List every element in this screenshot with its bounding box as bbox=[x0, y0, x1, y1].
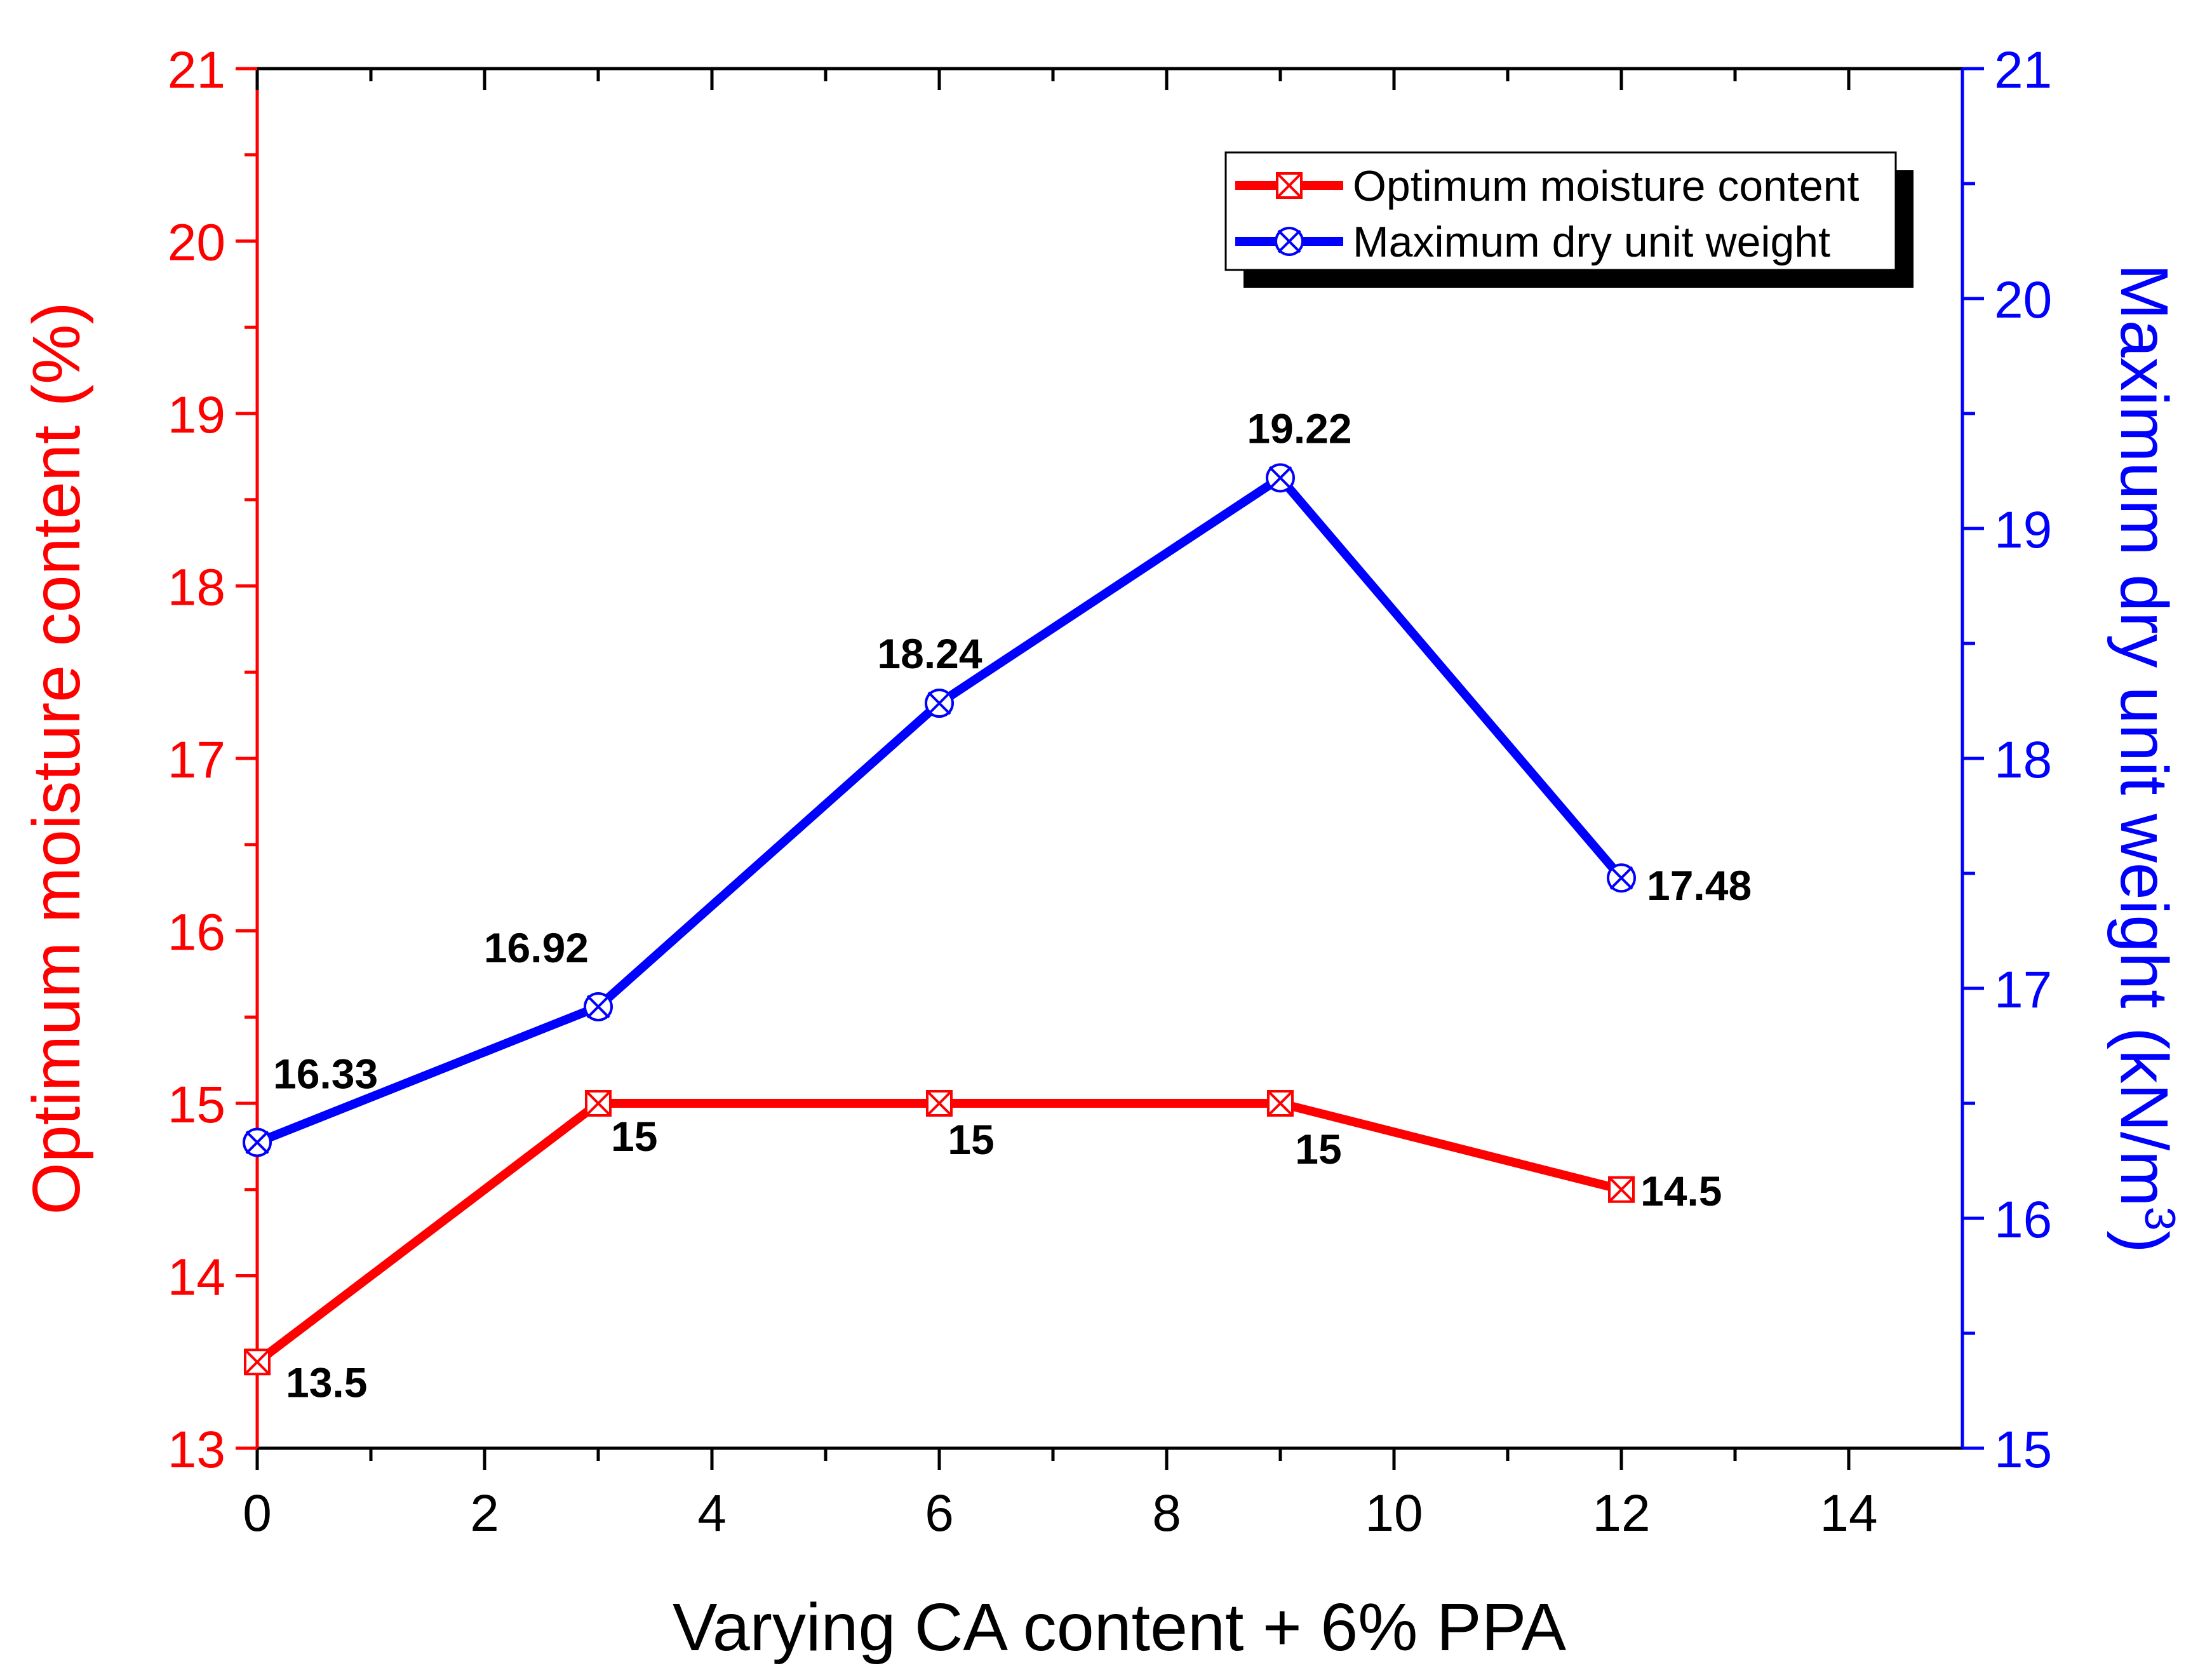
x-tick-label: 6 bbox=[925, 1484, 954, 1542]
series-1-point-cross-b bbox=[1268, 466, 1292, 490]
data-label: 16.33 bbox=[273, 1051, 378, 1098]
data-label: 18.24 bbox=[877, 630, 982, 677]
data-label: 17.48 bbox=[1647, 862, 1752, 909]
y-left-tick-label: 21 bbox=[168, 41, 225, 99]
y-right-axis-title-main: Maximum dry unit weight (kN/m bbox=[2107, 264, 2182, 1206]
y-right-tick-label: 20 bbox=[1994, 271, 2052, 329]
legend-marker-0-cross-b bbox=[1277, 173, 1301, 198]
y-right-tick-label: 17 bbox=[1994, 961, 2052, 1019]
data-label: 14.5 bbox=[1640, 1167, 1722, 1214]
x-tick-label: 12 bbox=[1592, 1484, 1650, 1542]
y-right-tick-label: 16 bbox=[1994, 1191, 2052, 1249]
data-label: 15 bbox=[1295, 1126, 1341, 1173]
series-1-point-cross-b bbox=[927, 691, 951, 715]
y-left-tick-label: 20 bbox=[168, 214, 225, 272]
series-1-point-cross-b bbox=[586, 995, 610, 1019]
x-tick-label: 4 bbox=[697, 1484, 727, 1542]
x-tick-label: 8 bbox=[1152, 1484, 1181, 1542]
data-label: 13.5 bbox=[286, 1359, 367, 1406]
series-1-point-cross-b bbox=[1609, 866, 1633, 890]
data-label: 19.22 bbox=[1247, 405, 1351, 452]
y-left-tick-label: 19 bbox=[168, 386, 225, 444]
y-right-axis-title-superscript: 3 bbox=[2136, 1207, 2184, 1231]
y-left-tick-label: 13 bbox=[168, 1421, 225, 1479]
legend-marker-1-cross-b bbox=[1277, 229, 1301, 253]
y-right-tick-label: 19 bbox=[1994, 501, 2052, 559]
data-label: 16.92 bbox=[484, 924, 589, 971]
series-0-point-cross-b bbox=[586, 1091, 610, 1115]
x-tick-label: 0 bbox=[243, 1484, 272, 1542]
legend-box bbox=[1224, 151, 1897, 271]
y-right-tick-label: 18 bbox=[1994, 731, 2052, 789]
y-right-axis-title-close: ) bbox=[2107, 1230, 2182, 1253]
y-left-tick-label: 16 bbox=[168, 904, 225, 962]
x-tick-label: 10 bbox=[1365, 1484, 1423, 1542]
y-left-tick-label: 15 bbox=[168, 1076, 225, 1134]
series-0-point-cross-b bbox=[927, 1091, 951, 1115]
series-1-point-cross-b bbox=[245, 1131, 269, 1154]
x-tick-label: 14 bbox=[1820, 1484, 1877, 1542]
series-0-point-cross-b bbox=[1609, 1178, 1633, 1202]
y-left-tick-label: 14 bbox=[168, 1249, 225, 1307]
series-0-point-cross-b bbox=[245, 1350, 269, 1374]
y-left-tick-label: 18 bbox=[168, 559, 225, 617]
y-right-tick-label: 21 bbox=[1994, 41, 2052, 99]
x-axis-title: Varying CA content + 6% PPA bbox=[673, 1590, 1567, 1665]
data-label: 15 bbox=[611, 1113, 657, 1160]
x-tick-label: 2 bbox=[470, 1484, 499, 1542]
y-left-axis-title: Optimum moisture content (%) bbox=[19, 302, 94, 1214]
data-label: 15 bbox=[948, 1116, 994, 1163]
y-right-axis-title: Maximum dry unit weight (kN/m3) bbox=[2107, 264, 2184, 1253]
legend-label: Optimum moisture content bbox=[1353, 162, 1860, 210]
y-left-tick-label: 17 bbox=[168, 731, 225, 789]
legend-label: Maximum dry unit weight bbox=[1353, 218, 1830, 266]
series-0-point-cross-b bbox=[1268, 1091, 1292, 1115]
y-right-tick-label: 15 bbox=[1994, 1421, 2052, 1479]
